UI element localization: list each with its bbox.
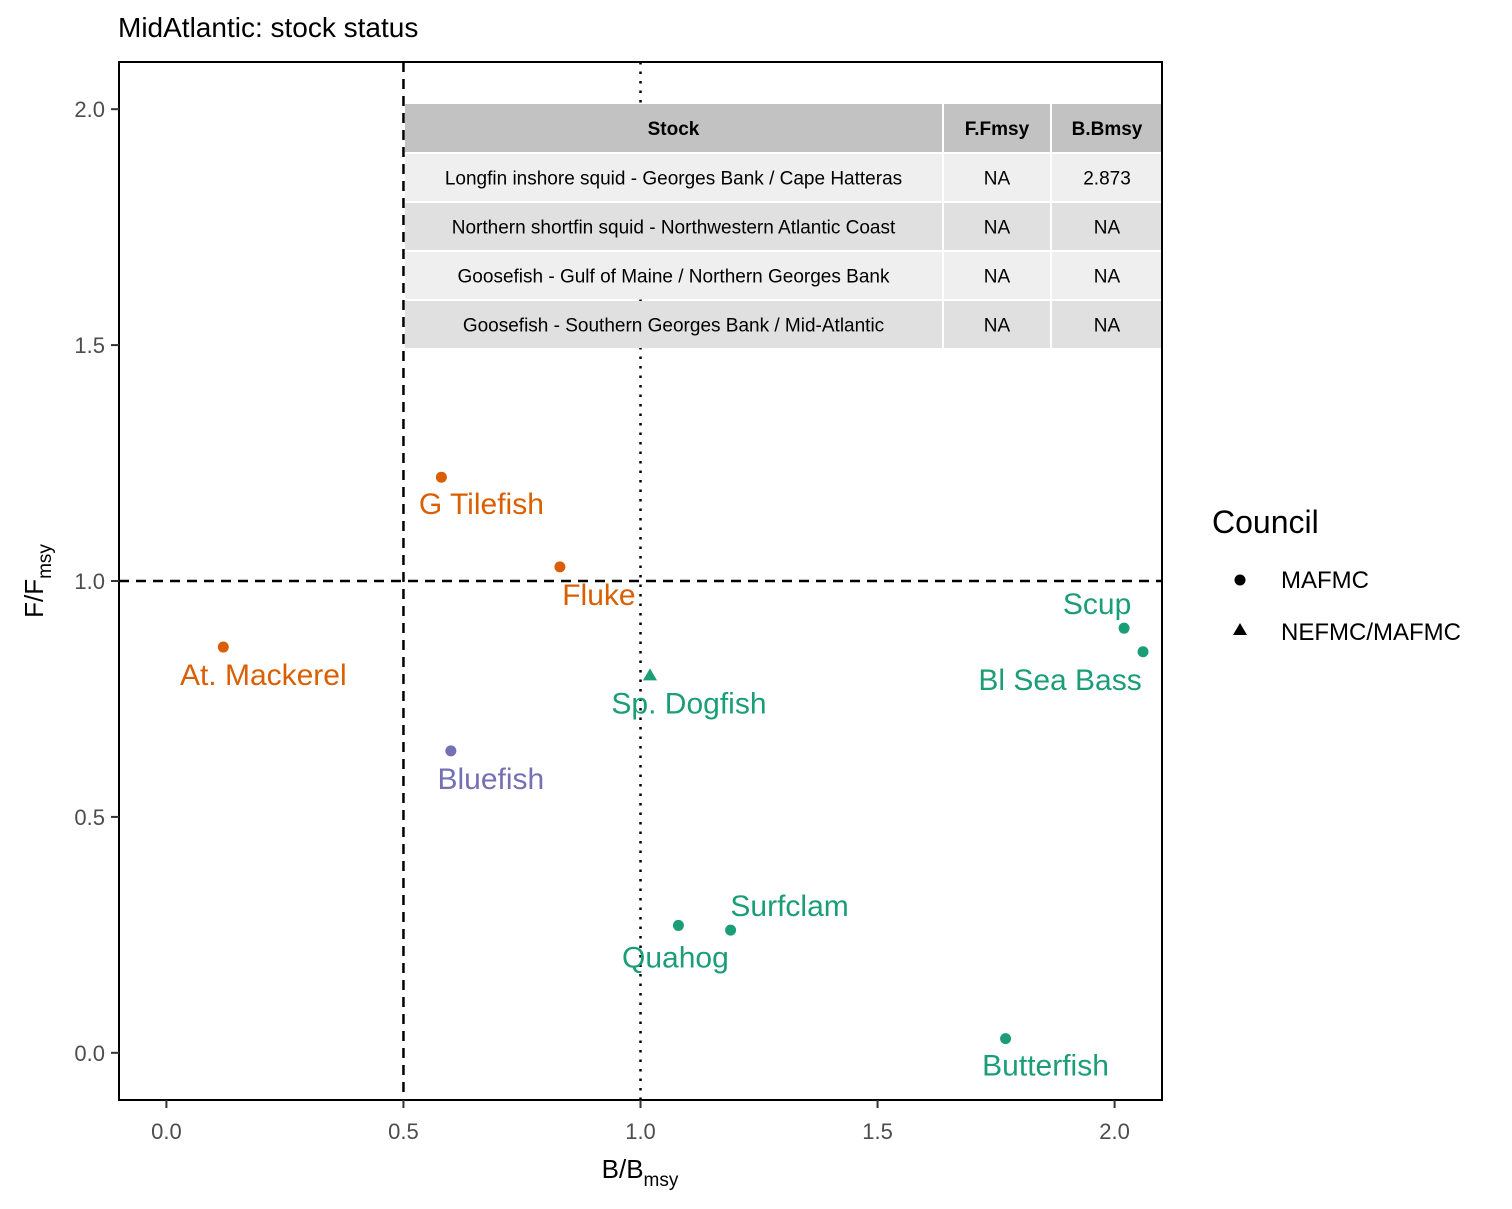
table-cell-text: NA bbox=[1094, 267, 1121, 288]
table-cell bbox=[405, 252, 942, 299]
point-bluefish bbox=[445, 745, 457, 757]
table-cell bbox=[944, 154, 1050, 201]
table-cell-text: Northern shortfin squid - Northwestern A… bbox=[452, 218, 896, 239]
legend-triangle-icon bbox=[1233, 623, 1247, 635]
x-axis-title-sub: msy bbox=[644, 1170, 679, 1191]
table-cell-text: NA bbox=[1094, 316, 1121, 337]
table-cell bbox=[1052, 154, 1162, 201]
table-header-b-bmsy: B.Bmsy bbox=[1072, 119, 1143, 140]
point-sp-dogfish bbox=[642, 668, 657, 681]
y-tick-label: 1.5 bbox=[74, 333, 105, 358]
x-axis: 0.0 0.5 1.0 1.5 2.0 bbox=[151, 1100, 1130, 1144]
label-fluke: Fluke bbox=[562, 579, 635, 612]
label-butterfish: Butterfish bbox=[982, 1050, 1109, 1083]
y-axis-title-main: F/F bbox=[19, 579, 49, 618]
y-tick-label: 0.0 bbox=[74, 1041, 105, 1066]
table-cell-text: Longfin inshore squid - Georges Bank / C… bbox=[445, 169, 902, 190]
y-tick-label: 2.0 bbox=[74, 97, 105, 122]
table-header-f-fmsy: F.Fmsy bbox=[965, 119, 1030, 140]
data-points bbox=[217, 471, 1149, 1045]
table-cell-text: NA bbox=[984, 218, 1011, 239]
table-cell bbox=[405, 154, 942, 201]
table-cell bbox=[944, 252, 1050, 299]
point-butterfish bbox=[1000, 1033, 1012, 1045]
point-quahog bbox=[672, 919, 684, 931]
legend-circle-icon bbox=[1234, 574, 1246, 586]
label-at-mackerel: At. Mackerel bbox=[180, 659, 347, 692]
legend-entry-nefmc-mafmc: NEFMC/MAFMC bbox=[1281, 619, 1461, 646]
table-cell-text: NA bbox=[984, 316, 1011, 337]
label-quahog: Quahog bbox=[622, 941, 729, 974]
table-cell-text: Goosefish - Gulf of Maine / Northern Geo… bbox=[458, 267, 890, 288]
x-tick-label: 2.0 bbox=[1099, 1119, 1130, 1144]
x-tick-label: 0.0 bbox=[151, 1119, 182, 1144]
chart-title: MidAtlantic: stock status bbox=[118, 12, 418, 43]
x-tick-label: 1.5 bbox=[862, 1119, 893, 1144]
legend: Council MAFMC NEFMC/MAFMC bbox=[1212, 504, 1461, 646]
legend-entry-mafmc: MAFMC bbox=[1281, 567, 1369, 594]
point-fluke bbox=[554, 561, 566, 573]
table-header-stock: Stock bbox=[648, 119, 700, 140]
label-g-tilefish: G Tilefish bbox=[419, 488, 544, 521]
x-tick-label: 0.5 bbox=[388, 1119, 419, 1144]
point-bl-sea-bass bbox=[1137, 646, 1149, 658]
table-cell-text: 2.873 bbox=[1083, 169, 1131, 190]
x-axis-title-main: B/B bbox=[602, 1154, 644, 1184]
table-header-cell bbox=[944, 104, 1050, 152]
label-bluefish: Bluefish bbox=[437, 763, 544, 796]
point-at-mackerel bbox=[217, 641, 229, 653]
y-tick-label: 1.0 bbox=[74, 569, 105, 594]
label-bl-sea-bass: Bl Sea Bass bbox=[978, 664, 1141, 697]
point-labels: G Tilefish Fluke At. Mackerel Bluefish Sp. D… bbox=[180, 488, 1142, 1082]
table-cell bbox=[405, 203, 942, 250]
table-cell bbox=[1052, 203, 1162, 250]
point-scup bbox=[1118, 622, 1130, 634]
label-surfclam: Surfclam bbox=[730, 890, 848, 923]
table-cell-text: NA bbox=[1094, 218, 1121, 239]
table-header-cell bbox=[1052, 104, 1162, 152]
point-g-tilefish bbox=[435, 471, 447, 483]
table-cell bbox=[405, 301, 942, 348]
point-surfclam bbox=[725, 924, 737, 936]
label-scup: Scup bbox=[1063, 588, 1131, 621]
table-cell bbox=[1052, 252, 1162, 299]
y-tick-label: 0.5 bbox=[74, 805, 105, 830]
table-cell bbox=[1052, 301, 1162, 348]
table-cell bbox=[944, 203, 1050, 250]
x-tick-label: 1.0 bbox=[625, 1119, 656, 1144]
legend-title: Council bbox=[1212, 504, 1319, 540]
table-cell-text: Goosefish - Southern Georges Bank / Mid-… bbox=[463, 316, 884, 337]
table-cell-text: NA bbox=[984, 267, 1011, 288]
y-axis-title-sub: msy bbox=[35, 544, 56, 579]
table-header-cell bbox=[405, 104, 942, 152]
label-sp-dogfish: Sp. Dogfish bbox=[611, 687, 766, 720]
stock-table: Stock F.Fmsy B.Bmsy Longfin inshore squid -… bbox=[405, 104, 1162, 348]
y-axis: 0.0 0.5 1.0 1.5 2.0 bbox=[74, 97, 119, 1066]
x-axis-title: B/Bmsy bbox=[602, 1154, 679, 1191]
y-axis-title: F/Fmsy bbox=[19, 544, 56, 618]
table-cell bbox=[944, 301, 1050, 348]
table-cell-text: NA bbox=[984, 169, 1011, 190]
